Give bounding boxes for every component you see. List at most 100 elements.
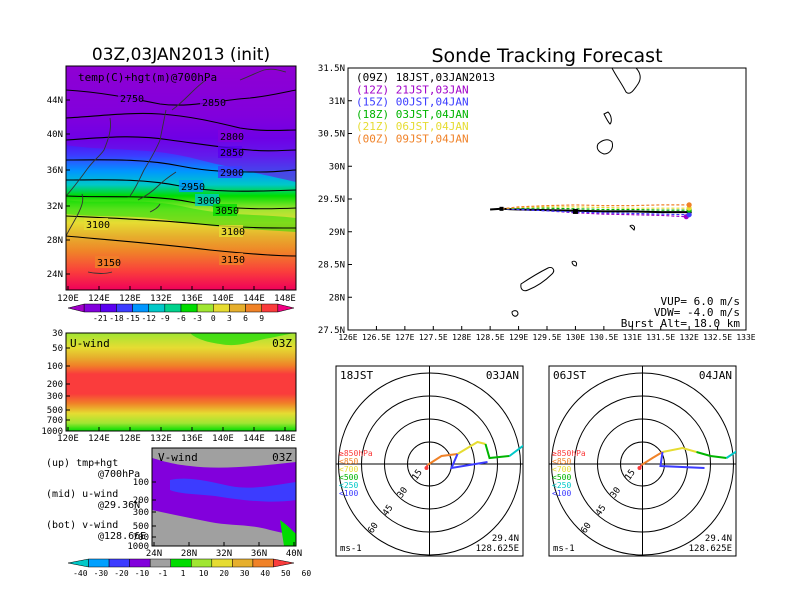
pressure-legend-entry: <250	[339, 481, 358, 490]
lat-tick-label: 24N	[47, 270, 63, 280]
colorbar-swatch	[196, 303, 214, 313]
hodograph-trace	[426, 453, 458, 466]
pressure-legend-entry: ≥850hPa	[339, 449, 373, 458]
lat-tick-label: 28N	[329, 293, 345, 303]
v-wind-label: V-wind	[158, 451, 198, 464]
pressure-legend-entry: <700	[552, 465, 571, 474]
contour-label: 2950	[181, 182, 205, 193]
colorbar-swatch	[149, 558, 171, 568]
lon-tick-label: 128.5E	[476, 333, 505, 342]
u-wind-time: 03Z	[272, 337, 292, 350]
colorbar-swatch	[180, 303, 198, 313]
lat-tick-label: 28.5N	[318, 261, 345, 271]
legend-entry: (21Z) 06JST,04JAN	[356, 120, 469, 133]
waypoint-marker	[572, 208, 578, 214]
map-title: 03Z,03JAN2013 (init)	[92, 45, 270, 65]
landing-point	[686, 212, 692, 218]
ascent-speed: VUP= 6.0 m/s	[661, 295, 740, 308]
colorbar-swatch	[273, 558, 295, 568]
u-wind-frame	[65, 332, 297, 432]
lat-tick-label: 40N	[286, 549, 302, 559]
lon-tick-label: 144E	[243, 434, 265, 444]
map-lon-axis: 120E 124E 128E 132E 136E 140E 144E 148E	[57, 286, 296, 304]
hodograph-unit: ms-1	[553, 544, 575, 554]
surface-wind-point	[637, 466, 642, 470]
contour-label: 3000	[197, 196, 221, 207]
colorbar-label: -3	[192, 314, 202, 323]
lon-tick-label: 148E	[274, 294, 296, 304]
lon-tick-label: 132E	[680, 333, 699, 342]
tracking-coastlines	[511, 68, 641, 317]
hodograph-time-label: 06JST	[553, 369, 586, 382]
colorbar-swatch	[211, 558, 233, 568]
hodograph-trace	[508, 444, 523, 457]
pressure-legend-entry: <500	[552, 473, 571, 482]
hodograph-trace	[696, 451, 727, 459]
contour-label: 3100	[86, 220, 110, 231]
hodograph-trace	[662, 446, 697, 453]
contour-label: 3100	[221, 227, 245, 238]
note-line: (up) tmp+hgt	[46, 458, 118, 469]
track-series	[490, 202, 692, 220]
lon-tick-label: 133E	[736, 333, 755, 342]
lon-tick-label: 132E	[150, 294, 172, 304]
track-line-3	[501, 207, 690, 211]
tracking-panel: Sonde Tracking Forecast 31.5N 31N 30.5N 30N…	[318, 45, 756, 342]
note-line: @700hPa	[98, 469, 140, 480]
u-wind-shading	[66, 333, 296, 431]
colorbar-swatch	[67, 558, 89, 568]
map-lat-axis: 44N 40N 36N 32N 28N 24N	[47, 96, 70, 280]
lon-tick-label: 130E	[566, 333, 585, 342]
landing-point	[686, 202, 692, 208]
colorbar-swatch	[252, 558, 274, 568]
lon-tick-label: 128E	[119, 434, 141, 444]
contour-label: 3150	[221, 255, 245, 266]
track-line-5	[501, 204, 690, 210]
lon-tick-label: 120E	[57, 294, 79, 304]
colorbar-label: 30	[240, 569, 250, 578]
lon-tick-label: 127.5E	[419, 333, 448, 342]
descent-speed: VDW= -4.0 m/s	[654, 306, 740, 319]
colorbar-label: 10	[199, 569, 209, 578]
lon-tick-label: 127E	[395, 333, 414, 342]
colorbar-swatch	[277, 303, 295, 313]
pressure-legend-entry: <250	[552, 481, 571, 490]
colorbar-label: -6	[176, 314, 186, 323]
hodograph-lon: 128.625E	[689, 544, 732, 554]
coastlines	[66, 68, 287, 274]
colorbar-swatch	[245, 303, 262, 313]
lat-tick-label: 44N	[47, 96, 63, 106]
tracking-info: VUP= 6.0 m/s VDW= -4.0 m/s Burst Alt= 18…	[621, 295, 741, 330]
u-wind-lon-axis: 120E 124E 128E 132E 136E 140E 144E 148E	[57, 427, 296, 444]
track-line-4	[501, 206, 690, 210]
colorbar-swatch	[88, 558, 110, 568]
lon-tick-label: 132.5E	[703, 333, 732, 342]
colorbar-label: -1	[158, 569, 168, 578]
wind-colorbar: -40 -30 -20 -10 -1 1 10 20 30 40 50 60	[67, 558, 311, 578]
tracking-lat-axis: 31.5N 31N 30.5N 30N 29.5N 29N 28.5N 28N 27.5N	[318, 64, 352, 336]
hodograph-trace	[456, 440, 486, 455]
hodograph-trace	[449, 453, 488, 470]
lon-tick-label: 131E	[623, 333, 642, 342]
lat-tick-label: 32N	[47, 202, 63, 212]
panel-notes: (up) tmp+hgt@700hPa (mid) u-wind@29.36N (b…	[46, 458, 146, 542]
legend-entry: (09Z) 18JST,03JAN2013	[356, 71, 495, 84]
note-line: (bot) v-wind	[46, 520, 118, 531]
colorbar-label: -10	[135, 569, 150, 578]
pressure-tick-label: 100	[133, 478, 149, 488]
hodograph-time-label: 18JST	[340, 369, 373, 382]
contour-label: 2800	[220, 132, 244, 143]
colorbar-label: 50	[281, 569, 291, 578]
lon-tick-label: 129E	[509, 333, 528, 342]
pressure-legend-entry: <700	[339, 465, 358, 474]
colorbar-swatch	[83, 303, 101, 313]
tracking-lon-axis: 126E 126.5E 127E 127.5E 128E 128.5E 129E 129.5E…	[338, 326, 756, 342]
colorbar-label: -9	[160, 314, 170, 323]
note-line: @128.66E	[98, 531, 146, 542]
lon-tick-label: 126E	[338, 333, 357, 342]
